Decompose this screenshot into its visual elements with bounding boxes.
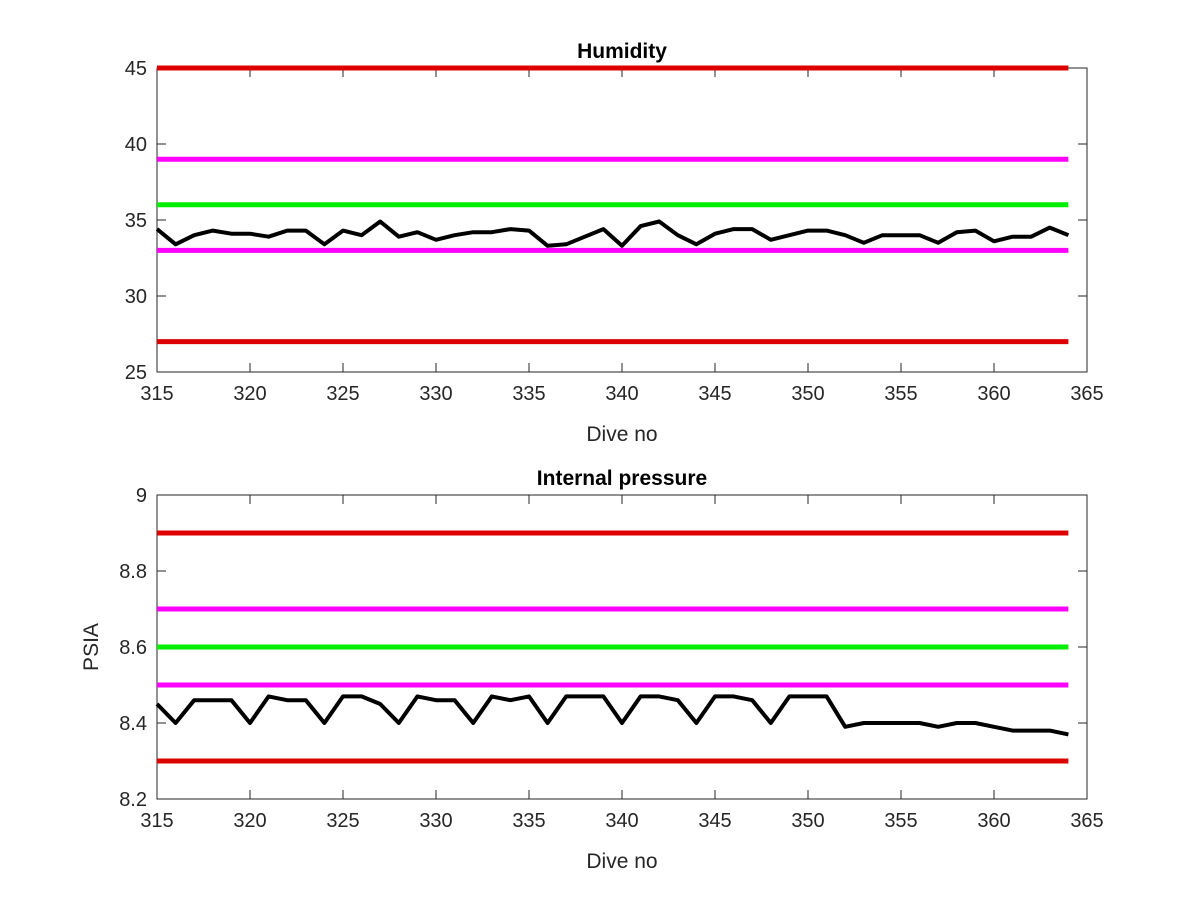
x-tick-label: 335	[512, 810, 545, 832]
data-series-line	[155, 219, 1070, 248]
chart-title: Humidity	[577, 40, 667, 63]
x-tick-label: 365	[1070, 383, 1103, 405]
x-axis-label: Dive no	[586, 850, 657, 873]
x-axis-label: Dive no	[586, 423, 657, 446]
data-series-line	[155, 694, 1069, 737]
x-tick-label: 320	[233, 810, 266, 832]
y-tick-label: 8.6	[119, 637, 147, 659]
chart-title: Internal pressure	[537, 467, 707, 490]
y-tick-label: 45	[125, 58, 147, 80]
x-tick-label: 330	[419, 383, 452, 405]
x-tick-label: 350	[791, 383, 824, 405]
x-tick-label: 355	[884, 810, 917, 832]
x-tick-label: 340	[605, 383, 638, 405]
x-tick-label: 315	[140, 383, 173, 405]
x-tick-label: 365	[1070, 810, 1103, 832]
humidity-panel: 315 320 325 330 335 340 345 350 355 360 365 25 30 35 4…	[125, 40, 1104, 446]
x-tick-label: 320	[233, 383, 266, 405]
x-tick-label: 325	[326, 383, 359, 405]
y-tick-label: 35	[125, 210, 147, 232]
x-tick-label: 350	[791, 810, 824, 832]
x-tick-label: 335	[512, 383, 545, 405]
y-tick-label: 40	[125, 134, 147, 156]
y-tick-label: 9	[136, 485, 147, 507]
y-tick-label: 8.4	[119, 713, 147, 735]
y-axis-label: PSIA	[80, 623, 103, 671]
y-tick-label: 8.2	[119, 789, 147, 811]
x-tick-label: 345	[698, 383, 731, 405]
x-tick-label: 315	[140, 810, 173, 832]
plot-area	[156, 67, 1088, 373]
y-tick-label: 25	[125, 362, 147, 384]
x-tick-label: 345	[698, 810, 731, 832]
y-tick-label: 30	[125, 286, 147, 308]
y-tick-label: 8.8	[119, 561, 147, 583]
x-tick-label: 355	[884, 383, 917, 405]
x-tick-label: 340	[605, 810, 638, 832]
x-tick-label: 360	[977, 810, 1010, 832]
x-tick-label: 360	[977, 383, 1010, 405]
x-tick-label: 325	[326, 810, 359, 832]
internal-pressure-panel: 315 320 325 330 335 340 345 350 355 360 365 8.2 8.4 8…	[80, 467, 1104, 873]
x-tick-label: 330	[419, 810, 452, 832]
